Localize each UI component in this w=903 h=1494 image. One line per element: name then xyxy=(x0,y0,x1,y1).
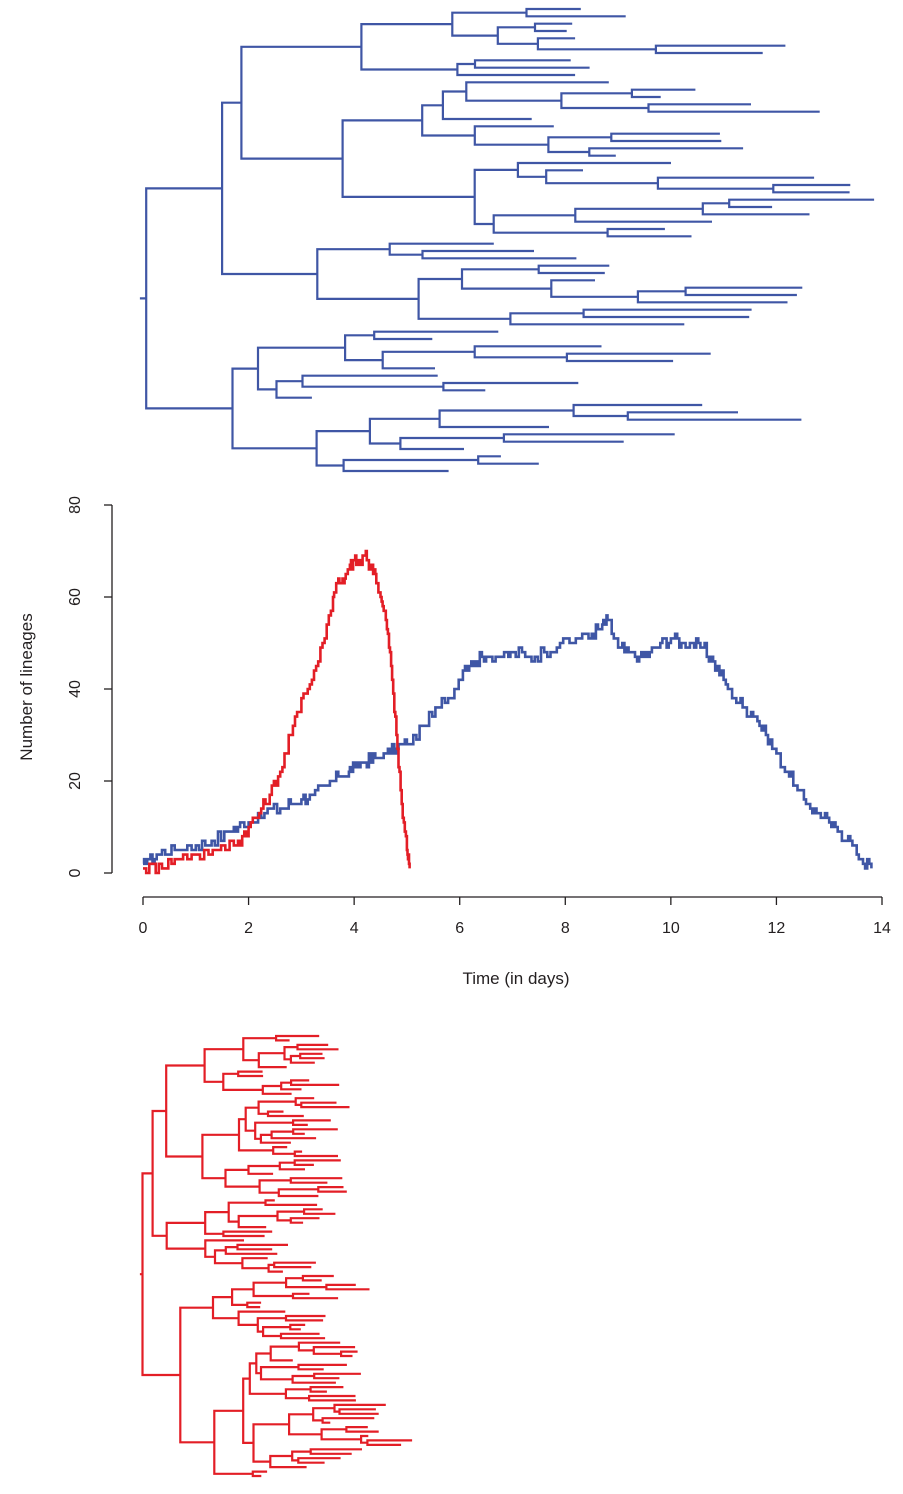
red-phylogenetic-tree xyxy=(139,1034,413,1478)
blue-phylogenetic-tree xyxy=(139,7,875,473)
y-tick-label: 20 xyxy=(67,772,84,790)
y-tick-label: 60 xyxy=(67,588,84,606)
x-tick-label: 14 xyxy=(873,920,891,937)
x-tick-label: 10 xyxy=(662,920,680,937)
y-tick-label: 80 xyxy=(67,496,84,514)
x-tick-label: 6 xyxy=(455,920,464,937)
x-tick-label: 8 xyxy=(561,920,570,937)
x-axis-title: Time (in days) xyxy=(462,969,569,988)
red-lineages-series xyxy=(143,549,411,875)
x-tick-label: 12 xyxy=(768,920,786,937)
y-axis-title: Number of lineages xyxy=(17,613,36,760)
x-tick-label: 0 xyxy=(139,920,148,937)
y-tick-label: 0 xyxy=(67,868,84,877)
blue-lineages-series xyxy=(142,614,873,870)
x-tick-label: 4 xyxy=(350,920,359,937)
tree-branches xyxy=(139,7,875,473)
y-tick-label: 40 xyxy=(67,680,84,698)
plot-series xyxy=(142,549,873,875)
x-tick-label: 2 xyxy=(244,920,253,937)
tree-branches xyxy=(139,1034,413,1478)
plot-axes: 0 2 4 6 8 10 12 14 0 20 40 60 80 xyxy=(67,496,891,937)
